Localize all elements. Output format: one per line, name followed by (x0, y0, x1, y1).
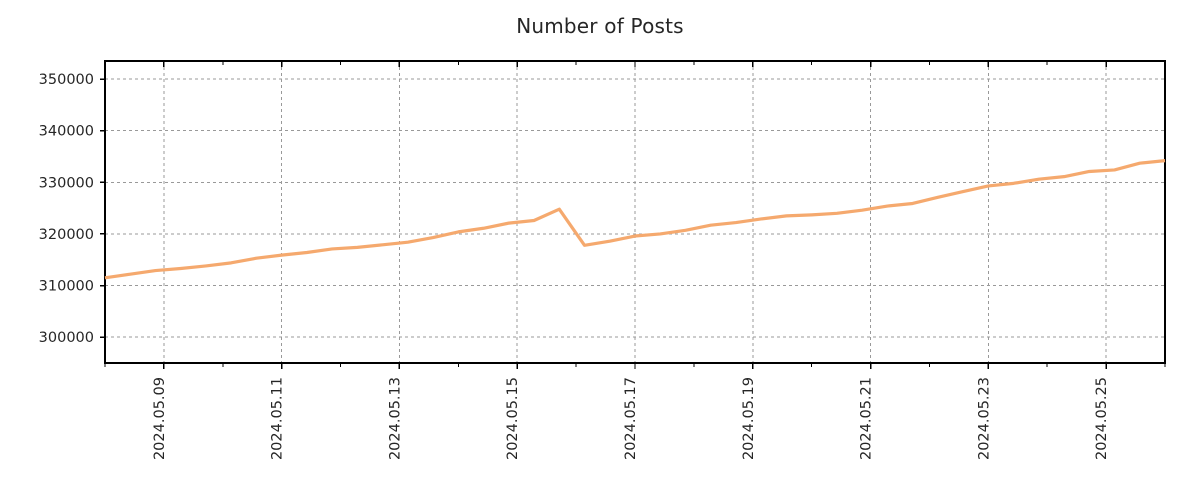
grid-lines (105, 61, 1165, 363)
svg-text:2024.05.11: 2024.05.11 (270, 377, 286, 460)
x-axis-tick-labels: 2024.05.09 2024.05.11 2024.05.13 2024.05.15… (152, 377, 1110, 460)
y-axis-tick-labels: 300000 310000 320000 330000 340000 350000 (39, 72, 94, 346)
svg-text:2024.05.19: 2024.05.19 (741, 377, 757, 460)
svg-text:2024.05.17: 2024.05.17 (623, 377, 639, 460)
svg-text:340000: 340000 (39, 124, 94, 140)
chart-title: Number of Posts (516, 14, 684, 38)
svg-text:330000: 330000 (39, 175, 94, 191)
axis-frame (104, 60, 1166, 364)
svg-text:2024.05.25: 2024.05.25 (1094, 377, 1110, 460)
svg-text:2024.05.09: 2024.05.09 (152, 377, 168, 460)
svg-text:2024.05.23: 2024.05.23 (976, 377, 992, 460)
svg-text:2024.05.15: 2024.05.15 (505, 377, 521, 460)
svg-text:300000: 300000 (39, 330, 94, 346)
svg-text:2024.05.21: 2024.05.21 (859, 377, 875, 460)
svg-text:320000: 320000 (39, 227, 94, 243)
data-series-line (104, 159, 1166, 280)
svg-text:2024.05.13: 2024.05.13 (387, 377, 403, 460)
tick-marks (100, 61, 1166, 369)
svg-text:350000: 350000 (39, 72, 94, 88)
svg-text:310000: 310000 (39, 279, 94, 295)
